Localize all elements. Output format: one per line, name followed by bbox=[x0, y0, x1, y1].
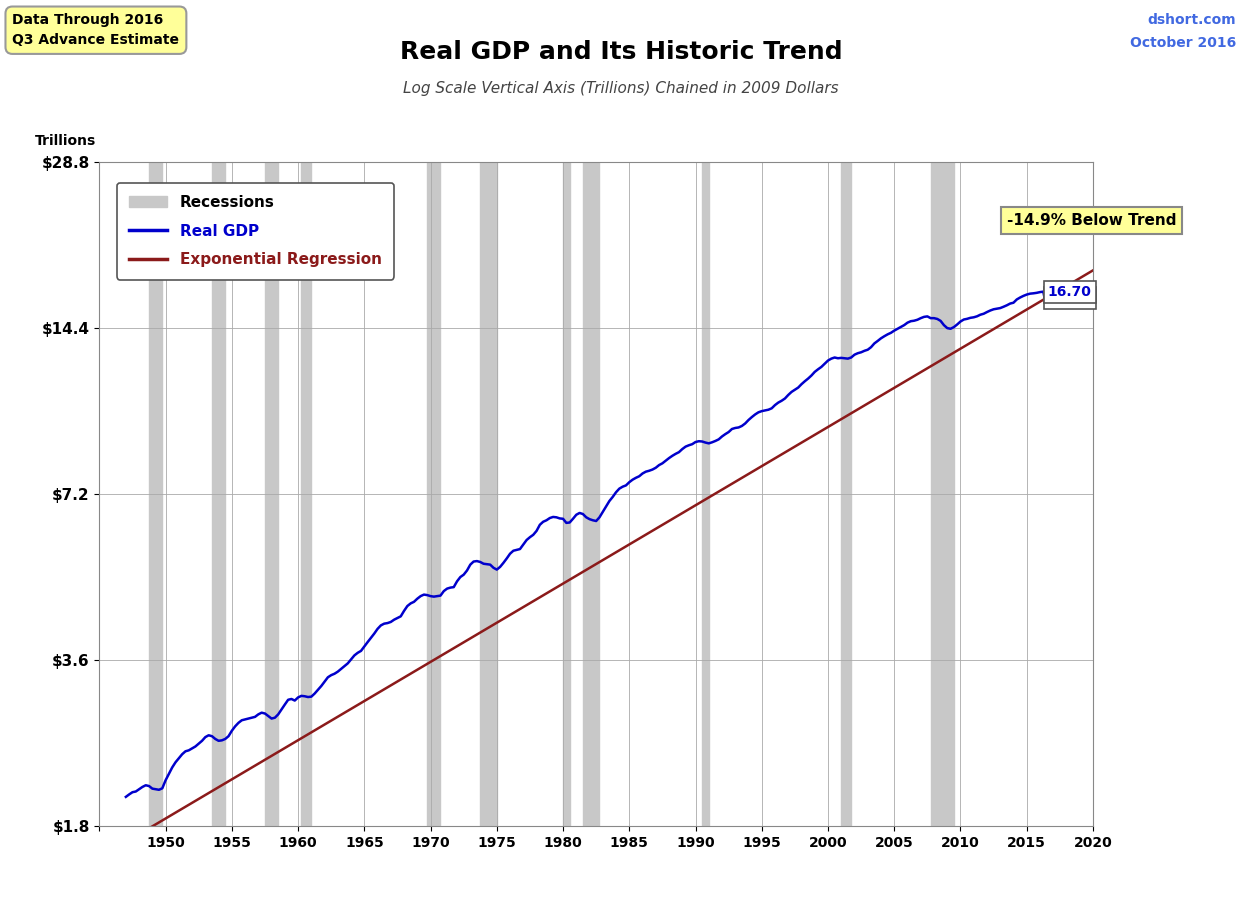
Text: Log Scale Vertical Axis (Trillions) Chained in 2009 Dollars: Log Scale Vertical Axis (Trillions) Chai… bbox=[404, 81, 838, 96]
Bar bbox=[702, 162, 709, 826]
Bar bbox=[149, 162, 163, 826]
Bar bbox=[563, 162, 570, 826]
Bar bbox=[302, 162, 312, 826]
Bar bbox=[212, 162, 225, 826]
Bar bbox=[481, 162, 497, 826]
Text: dshort.com
October 2016: dshort.com October 2016 bbox=[1129, 13, 1236, 50]
Bar bbox=[427, 162, 441, 826]
Bar bbox=[582, 162, 600, 826]
Bar bbox=[930, 162, 954, 826]
Bar bbox=[265, 162, 278, 826]
Legend: Recessions, Real GDP, Exponential Regression: Recessions, Real GDP, Exponential Regres… bbox=[117, 182, 394, 279]
Text: Data Through 2016
Q3 Advance Estimate: Data Through 2016 Q3 Advance Estimate bbox=[12, 13, 179, 47]
Bar bbox=[841, 162, 851, 826]
Text: 19.62: 19.62 bbox=[1048, 291, 1092, 304]
Text: Real GDP and Its Historic Trend: Real GDP and Its Historic Trend bbox=[400, 40, 842, 65]
Text: Trillions: Trillions bbox=[35, 135, 96, 148]
Text: -14.9% Below Trend: -14.9% Below Trend bbox=[1007, 214, 1176, 228]
Text: 16.70: 16.70 bbox=[1048, 286, 1092, 299]
